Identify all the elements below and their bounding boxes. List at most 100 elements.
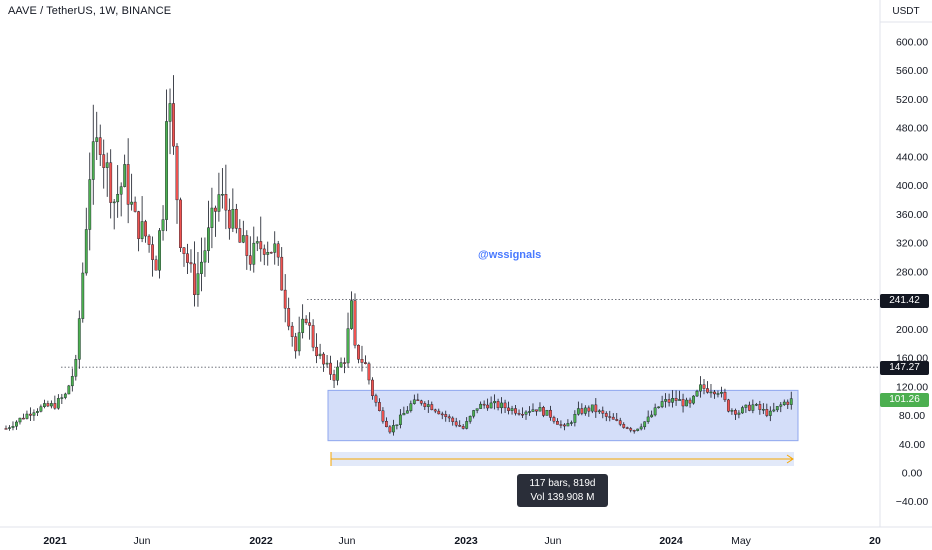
- candle: [531, 403, 535, 413]
- price-tick-label: 600.00: [896, 36, 928, 48]
- candle: [172, 75, 175, 155]
- candle: [203, 237, 207, 277]
- candle: [723, 388, 727, 403]
- time-tick-label: May: [731, 535, 752, 547]
- candle: [398, 409, 402, 429]
- candle: [388, 425, 392, 434]
- price-tick-label: 200.00: [896, 324, 928, 336]
- candle: [692, 395, 695, 405]
- candle: [758, 400, 762, 415]
- candle: [332, 369, 336, 389]
- candle: [280, 247, 284, 291]
- candle: [667, 393, 671, 407]
- candle: [259, 216, 263, 262]
- candle: [451, 416, 455, 426]
- candle: [189, 249, 193, 273]
- candle: [231, 188, 235, 233]
- price-tick-label: 280.00: [896, 266, 928, 278]
- candle: [133, 196, 137, 213]
- candle: [165, 89, 168, 232]
- time-tick-label: 2023: [454, 535, 478, 547]
- candle: [775, 406, 779, 413]
- candle: [664, 393, 668, 408]
- candle: [207, 200, 210, 263]
- currency-label[interactable]: USDT: [892, 6, 920, 17]
- candle: [419, 399, 423, 406]
- price-axis[interactable]: 600.00 560.00 520.00 480.00 440.00 400.00 360.…: [896, 36, 929, 508]
- candle: [294, 332, 298, 359]
- candle: [234, 203, 238, 234]
- candle: [329, 355, 332, 380]
- candle: [402, 406, 406, 416]
- candle: [364, 355, 367, 365]
- candle: [290, 322, 294, 347]
- candle: [653, 403, 657, 417]
- candle: [730, 408, 734, 415]
- candle: [622, 422, 626, 429]
- candle: [688, 397, 692, 408]
- candle: [252, 226, 256, 273]
- candle: [458, 420, 462, 427]
- candle: [126, 138, 130, 224]
- candle: [576, 401, 580, 416]
- candle: [657, 406, 661, 409]
- candle: [559, 420, 563, 429]
- measure-volume: Vol 139.908 M: [530, 492, 595, 503]
- time-axis[interactable]: 2021 Jun 2022 Jun 2023 Jun 2024 May 20: [43, 535, 881, 547]
- candle: [175, 143, 179, 224]
- candle: [371, 377, 374, 400]
- date-range-measure[interactable]: [330, 452, 794, 466]
- candle: [276, 240, 280, 266]
- watermark-text: @wssignals: [478, 249, 542, 261]
- candle: [678, 390, 681, 401]
- candle: [154, 255, 158, 271]
- candle: [695, 389, 699, 397]
- candle: [158, 228, 161, 279]
- candle: [360, 345, 364, 372]
- candle: [25, 410, 29, 420]
- candle: [269, 251, 273, 254]
- candle: [56, 394, 60, 410]
- candle: [423, 401, 427, 410]
- candle: [737, 410, 741, 419]
- candle: [734, 408, 737, 420]
- range-box[interactable]: [327, 389, 799, 442]
- price-tick-label: 440.00: [896, 151, 928, 163]
- candle: [322, 352, 325, 372]
- candle: [210, 187, 214, 249]
- candle: [416, 393, 420, 402]
- candle: [528, 406, 531, 416]
- candle: [109, 149, 113, 219]
- candle: [4, 425, 8, 430]
- measure-tooltip: 117 bars, 819d Vol 139.908 M: [517, 474, 608, 507]
- candle: [255, 236, 259, 252]
- candle: [761, 403, 765, 415]
- candle: [768, 406, 772, 422]
- candle: [535, 409, 538, 416]
- candle: [747, 401, 751, 412]
- candle: [116, 165, 120, 218]
- candle: [91, 104, 95, 205]
- candle: [482, 400, 486, 409]
- candle: [720, 386, 723, 398]
- candle: [650, 410, 654, 418]
- candle: [220, 168, 224, 209]
- candle: [84, 207, 88, 276]
- candle: [32, 409, 36, 421]
- candle: [468, 415, 472, 424]
- candle: [378, 398, 381, 412]
- candle: [566, 419, 570, 427]
- candle: [140, 196, 144, 243]
- candle: [437, 408, 441, 415]
- candle: [545, 409, 549, 416]
- time-tick-label: 20: [869, 535, 881, 547]
- candle: [486, 398, 490, 411]
- time-tick-label: Jun: [545, 535, 562, 547]
- price-tick-label: 400.00: [896, 180, 928, 192]
- candle: [266, 241, 270, 266]
- candle: [11, 421, 15, 431]
- candle: [681, 393, 685, 413]
- measure-arrow-head: [786, 454, 794, 464]
- candle: [353, 293, 357, 349]
